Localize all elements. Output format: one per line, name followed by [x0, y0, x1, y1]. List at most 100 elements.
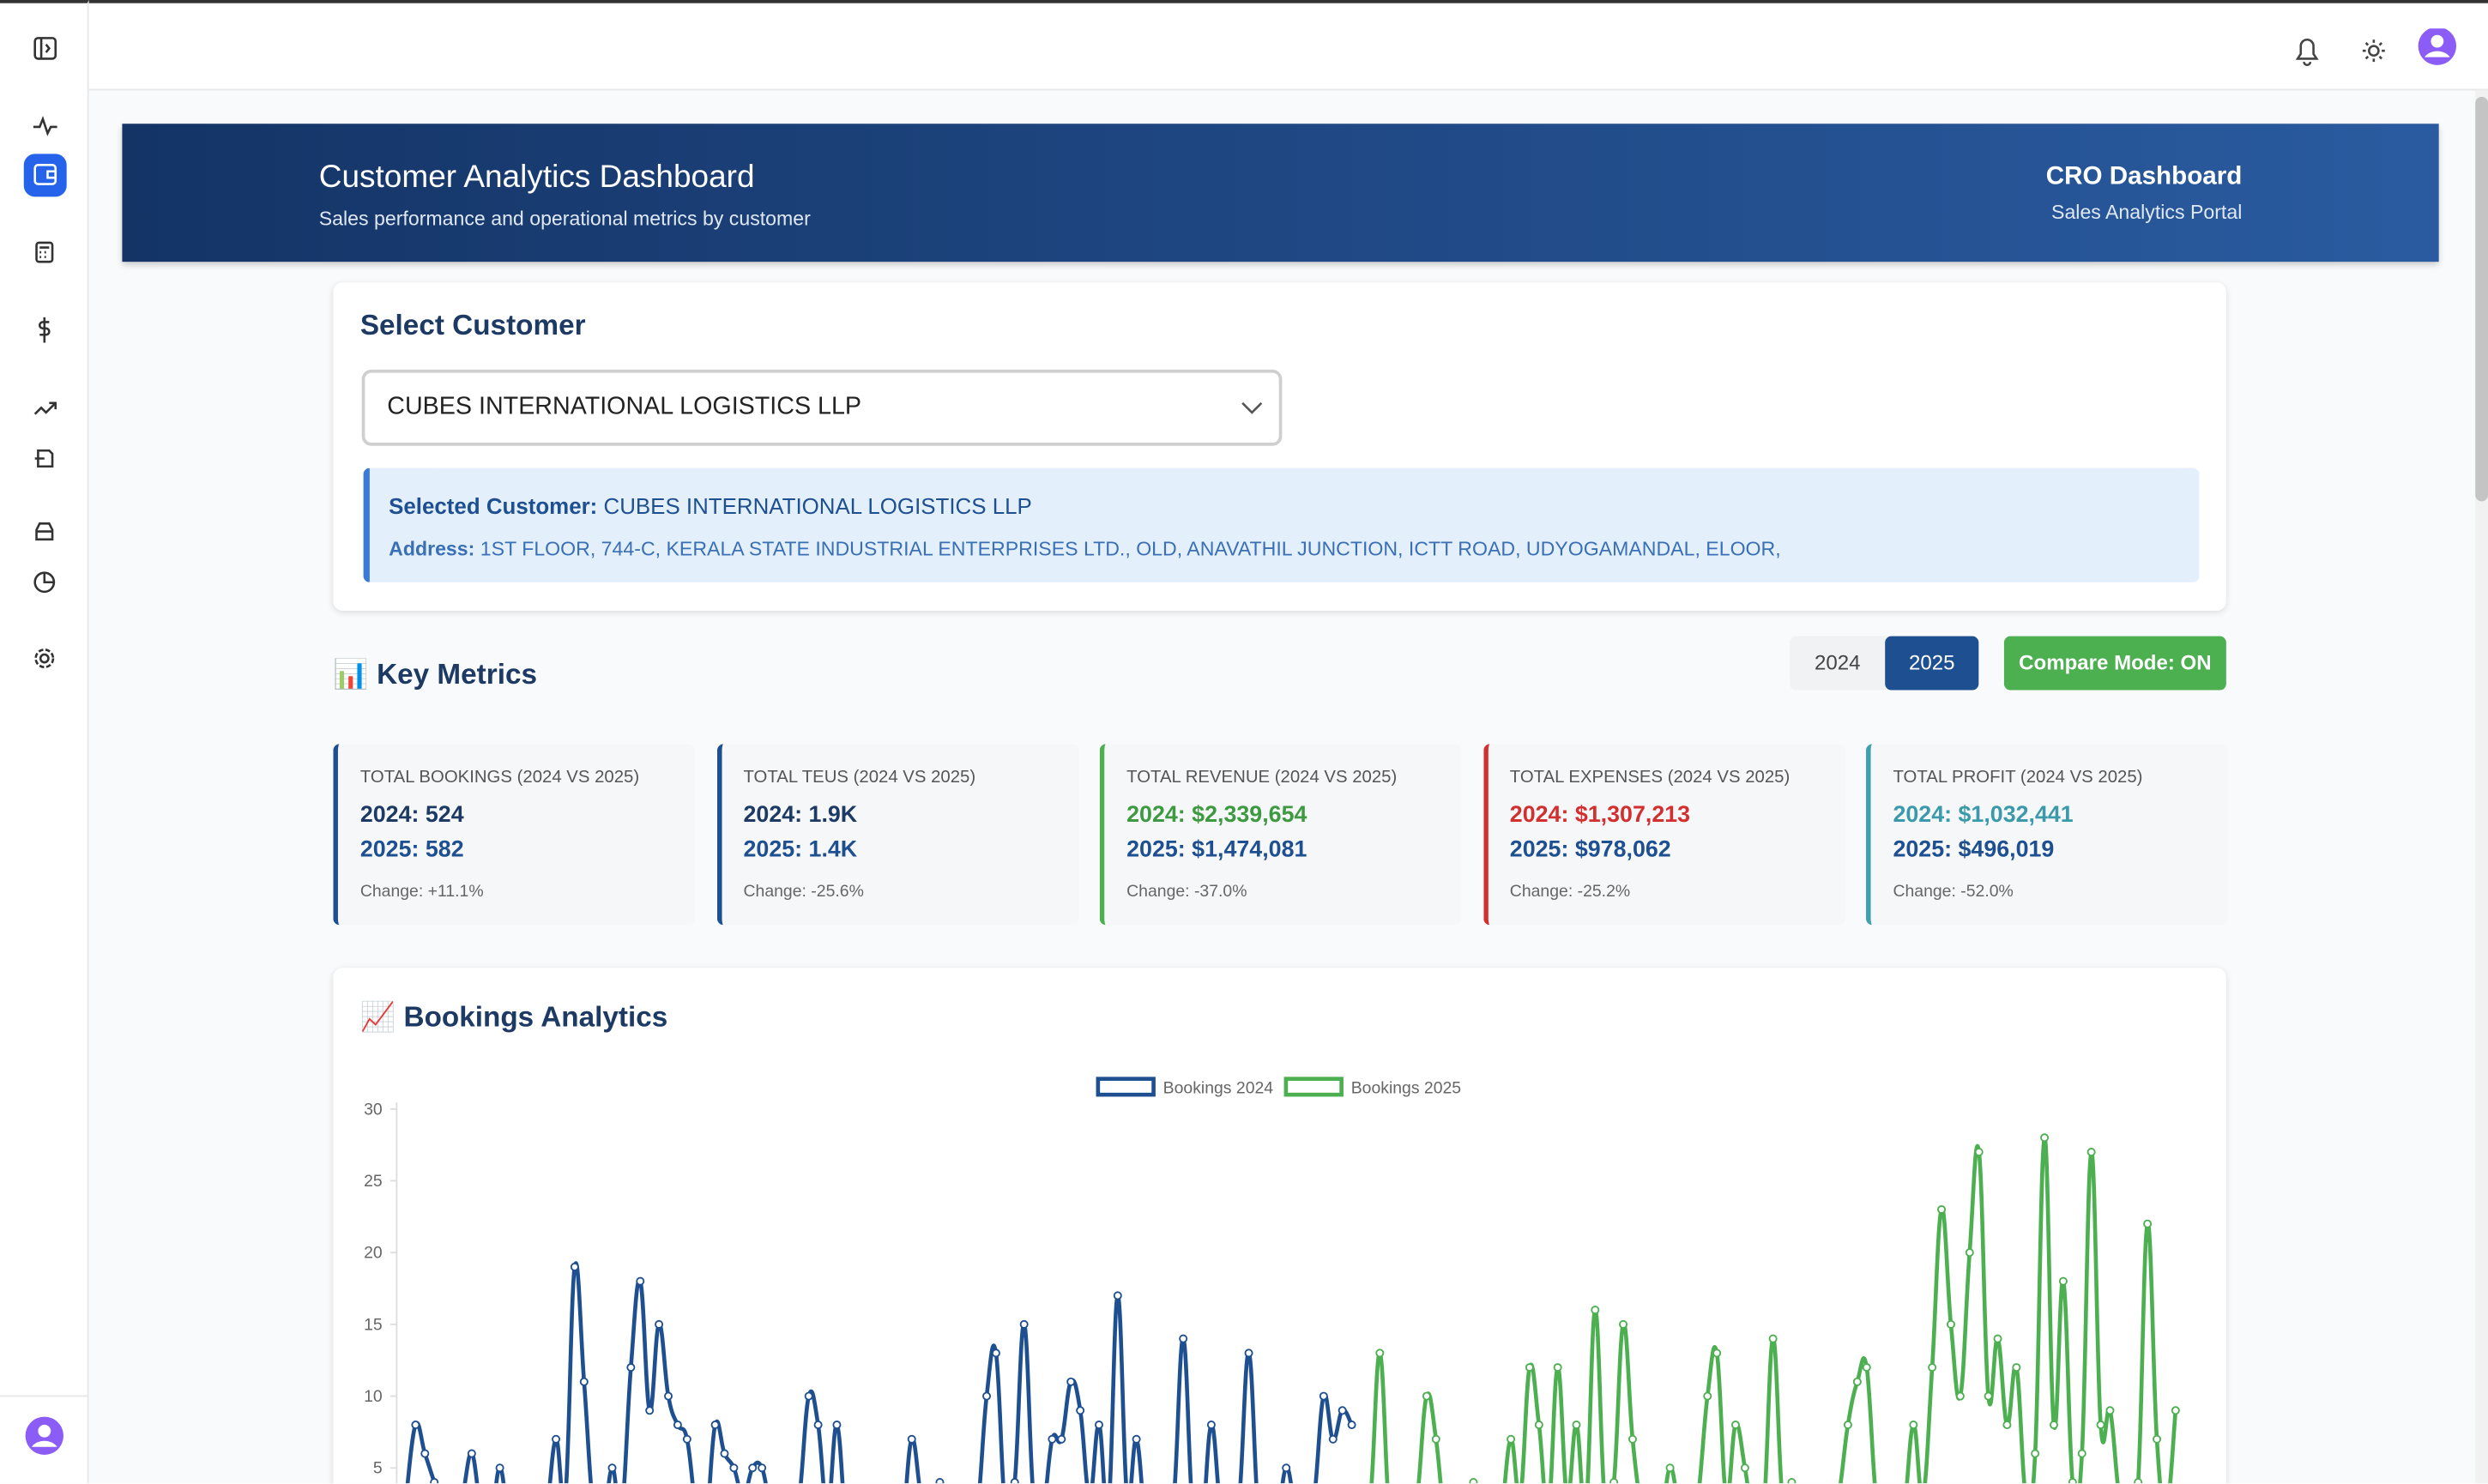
data-point	[495, 1463, 504, 1473]
data-point	[1525, 1363, 1534, 1372]
dropdown-value: CUBES INTERNATIONAL LOGISTICS LLP	[387, 393, 862, 421]
year-toggle: 2024 2025	[1790, 636, 1979, 691]
metric-card: TOTAL BOOKINGS (2024 VS 2025) 2024: 524 20…	[333, 744, 696, 926]
scrollbar[interactable]	[2475, 90, 2488, 1484]
data-point	[430, 1477, 439, 1484]
year-button[interactable]: 2024	[1814, 650, 1861, 675]
data-point	[2153, 1434, 2162, 1444]
chart-title: 📈 Bookings Analytics	[359, 1001, 668, 1034]
data-point	[467, 1449, 476, 1458]
data-point	[570, 1262, 579, 1271]
metric-card: TOTAL EXPENSES (2024 VS 2025) 2024: $1,30…	[1483, 744, 1845, 926]
metric-line1: 2024: 524	[359, 802, 464, 829]
data-point	[1965, 1248, 1974, 1258]
data-point	[1094, 1421, 1103, 1430]
data-point	[1328, 1434, 1338, 1444]
data-point	[2171, 1406, 2180, 1415]
metric-label: TOTAL EXPENSES (2024 VS 2025)	[1509, 768, 1791, 787]
data-point	[2031, 1449, 2040, 1458]
data-point	[1206, 1421, 1216, 1430]
sidebar-icons[interactable]	[0, 3, 89, 1484]
data-point	[1347, 1421, 1356, 1430]
data-point	[2068, 1477, 2077, 1484]
data-point	[1010, 1477, 1019, 1484]
data-point	[1319, 1391, 1328, 1401]
year-button-active[interactable]: 2025	[1885, 636, 1979, 691]
sidebar	[0, 0, 89, 1484]
data-point	[907, 1434, 916, 1444]
metric-label: TOTAL BOOKINGS (2024 VS 2025)	[359, 768, 640, 787]
data-point	[804, 1391, 813, 1401]
metric-line2: 2025: $1,474,081	[1126, 837, 1307, 864]
data-point	[2049, 1421, 2058, 1430]
theme-icon[interactable]	[2368, 45, 2380, 57]
data-point	[1076, 1406, 1085, 1415]
metrics-heading: 📊 Key Metrics	[333, 658, 537, 691]
data-point	[1609, 1477, 1619, 1484]
data-point	[1244, 1348, 1253, 1358]
y-tick-label: 5	[373, 1459, 383, 1478]
data-point	[2002, 1421, 2012, 1430]
metric-line2: 2025: 1.4K	[743, 837, 858, 864]
top-icons[interactable]	[2285, 28, 2467, 73]
data-point	[1422, 1391, 1431, 1401]
data-point	[1955, 1391, 1965, 1401]
data-point	[2096, 1421, 2105, 1430]
data-point	[1113, 1291, 1122, 1300]
data-point	[664, 1391, 673, 1401]
metric-change: Change: -37.0%	[1126, 882, 1247, 902]
data-point	[607, 1463, 617, 1473]
data-point	[1375, 1348, 1385, 1358]
metric-card: TOTAL TEUS (2024 VS 2025) 2024: 1.9K 2025:…	[716, 744, 1078, 926]
metric-change: Change: -52.0%	[1893, 882, 2014, 902]
y-tick-label: 15	[364, 1315, 383, 1334]
customer-dropdown[interactable]: CUBES INTERNATIONAL LOGISTICS LLP	[361, 369, 1283, 446]
data-point	[420, 1449, 430, 1458]
data-point	[1862, 1363, 1871, 1372]
metric-line1: 2024: 1.9K	[743, 802, 858, 829]
select-heading: Select Customer	[359, 309, 586, 341]
data-point	[1665, 1463, 1675, 1473]
metric-card: TOTAL REVENUE (2024 VS 2025) 2024: $2,339…	[1099, 744, 1462, 926]
data-point	[1132, 1434, 1141, 1444]
data-point	[1974, 1148, 1984, 1157]
data-point	[1619, 1319, 1628, 1329]
data-point	[673, 1421, 682, 1430]
data-point	[1730, 1421, 1740, 1430]
legend-label: Bookings 2025	[1351, 1078, 1461, 1097]
data-point	[1787, 1477, 1797, 1484]
data-point	[636, 1276, 645, 1286]
data-point	[2012, 1363, 2021, 1372]
data-point	[758, 1463, 767, 1473]
data-point	[1909, 1421, 1918, 1430]
series-line	[1369, 1135, 2178, 1484]
data-point	[832, 1421, 842, 1430]
address-label: Address:	[389, 537, 475, 560]
data-point	[1627, 1434, 1637, 1444]
data-point	[1984, 1391, 1993, 1401]
data-point	[2058, 1276, 2068, 1286]
bell-icon[interactable]	[2295, 39, 2319, 67]
metric-line1: 2024: $2,339,654	[1126, 802, 1307, 829]
data-point	[1057, 1434, 1066, 1444]
data-point	[935, 1477, 945, 1484]
metric-change: Change: +11.1%	[359, 882, 484, 902]
data-point	[2143, 1219, 2153, 1228]
compare-button[interactable]: Compare Mode: ON	[2003, 636, 2226, 691]
metric-card: TOTAL PROFIT (2024 VS 2025) 2024: $1,032,…	[1866, 744, 2228, 926]
address-value: 1ST FLOOR, 744-C, KERALA STATE INDUSTRIA…	[480, 537, 1781, 560]
data-point	[1937, 1204, 1947, 1214]
data-point	[1534, 1421, 1543, 1430]
data-point	[1768, 1334, 1778, 1343]
data-point	[1282, 1463, 1291, 1473]
metric-line2: 2025: $496,019	[1893, 837, 2055, 864]
data-point	[710, 1421, 720, 1430]
data-point	[991, 1348, 1000, 1358]
portal-title: CRO Dashboard	[2045, 163, 2243, 190]
nav-active[interactable]	[23, 154, 67, 197]
data-point	[2040, 1133, 2050, 1143]
data-point	[1066, 1377, 1076, 1386]
